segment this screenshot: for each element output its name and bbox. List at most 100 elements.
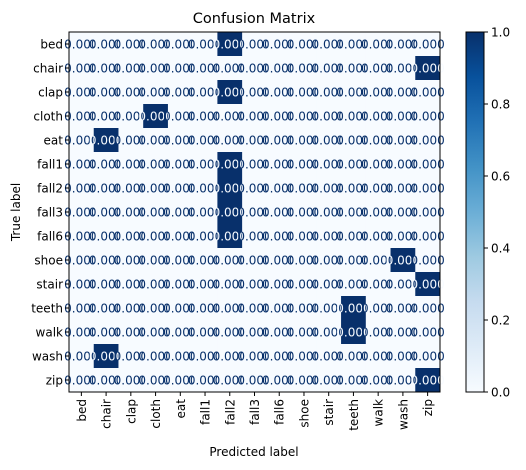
heatmap-cell	[316, 200, 342, 225]
cell-value-label: 0.000	[163, 110, 197, 124]
cell-value-label: 0.000	[64, 302, 98, 316]
cell-value-label: 0.000	[262, 158, 296, 172]
heatmap-cell	[365, 56, 391, 81]
x-tick-label: teeth	[347, 399, 361, 431]
cell-value-label: 0.000	[312, 62, 346, 76]
heatmap-cell	[390, 200, 416, 225]
heatmap-cell	[365, 176, 391, 201]
heatmap-cell	[217, 152, 243, 177]
heatmap-cell	[167, 104, 194, 129]
cell-value-label: 0.000	[114, 302, 148, 316]
cell-value-label: 0.000	[262, 134, 296, 148]
cell-value-label: 0.000	[213, 134, 247, 148]
heatmap-cell	[167, 56, 194, 81]
cell-value-label: 0.000	[287, 254, 321, 268]
heatmap-cell	[167, 272, 194, 297]
heatmap-cell	[341, 56, 367, 81]
heatmap-cell	[93, 80, 119, 105]
heatmap-cell	[266, 200, 292, 225]
colorbar-tick-label: 1.0	[491, 26, 510, 40]
cell-value-label: 0.000	[188, 86, 222, 100]
cell-value-label: 0.000	[336, 206, 370, 220]
heatmap-cell	[143, 344, 169, 369]
cell-value-label: 0.000	[114, 38, 148, 52]
cell-value-label: 0.000	[188, 62, 222, 76]
heatmap-cell	[415, 368, 441, 393]
heatmap-cell	[242, 296, 268, 321]
cell-value-label: 0.000	[138, 206, 172, 220]
heatmap-cell	[118, 200, 144, 225]
x-tick-label: fall3	[248, 399, 262, 425]
colorbar-tick-label: 0.0	[491, 386, 510, 400]
cell-value-label: 0.000	[138, 350, 172, 364]
heatmap-cell	[69, 296, 95, 321]
heatmap-cell	[217, 224, 243, 249]
colorbar-tick-label: 0.6	[491, 170, 510, 184]
cell-value-label: 0.000	[361, 254, 395, 268]
cell-value-label: 0.000	[138, 38, 172, 52]
heatmap-cell	[242, 152, 268, 177]
heatmap-cell	[69, 200, 95, 225]
cell-value-label: 0.000	[64, 158, 98, 172]
heatmap-cell	[167, 32, 194, 57]
heatmap-cell	[242, 200, 268, 225]
cell-value-label: 0.000	[312, 110, 346, 124]
cell-value-label: 0.000	[188, 206, 222, 220]
cell-value-label: 0.000	[336, 110, 370, 124]
heatmap-cell	[217, 32, 243, 57]
cell-value-label: 0.000	[237, 110, 271, 124]
cell-value-label: 0.000	[386, 182, 420, 196]
heatmap-cell	[390, 104, 416, 129]
cell-value-label: 0.000	[410, 302, 444, 316]
cell-value-label: 0.000	[262, 86, 296, 100]
heatmap-cell	[118, 344, 144, 369]
heatmap-cell	[291, 248, 317, 273]
y-axis-label: True label	[9, 183, 23, 242]
y-tick-label: bed	[40, 38, 63, 52]
cell-value-label: 0.000	[410, 62, 444, 76]
cell-value-label: 0.000	[410, 326, 444, 340]
heatmap-cell	[93, 200, 119, 225]
heatmap-cell	[415, 128, 441, 153]
cell-value-label: 0.000	[262, 206, 296, 220]
heatmap-cell	[390, 296, 416, 321]
heatmap-cell	[118, 56, 144, 81]
heatmap-cell	[192, 248, 218, 273]
heatmap-cell	[93, 176, 119, 201]
x-tick-label: stair	[322, 399, 336, 426]
cell-value-label: 0.000	[163, 86, 197, 100]
heatmap-cell	[341, 32, 367, 57]
cell-value-label: 0.000	[386, 62, 420, 76]
cell-value-label: 0.000	[237, 230, 271, 244]
heatmap-cell	[118, 32, 144, 57]
heatmap-cell	[291, 80, 317, 105]
y-tick-label: shoe	[34, 254, 63, 268]
cell-value-label: 0.000	[361, 134, 395, 148]
cell-value-label: 0.000	[64, 230, 98, 244]
cell-value-label: 0.000	[287, 62, 321, 76]
heatmap-cell	[266, 152, 292, 177]
cell-value-label: 0.000	[237, 278, 271, 292]
heatmap-cell	[143, 56, 169, 81]
heatmap-cell	[167, 296, 194, 321]
cell-value-label: 0.000	[64, 182, 98, 196]
heatmap-cell	[167, 80, 194, 105]
cell-value-label: 0.000	[287, 278, 321, 292]
heatmap-cell	[341, 104, 367, 129]
cell-value-label: 0.000	[312, 182, 346, 196]
heatmap-cell	[217, 200, 243, 225]
heatmap-cell	[341, 200, 367, 225]
cell-value-label: 0.000	[114, 374, 148, 388]
cell-value-label: 0.000	[336, 38, 370, 52]
heatmap-cell	[415, 200, 441, 225]
heatmap-cell	[316, 80, 342, 105]
heatmap-cell	[242, 272, 268, 297]
x-tick-label: cloth	[149, 399, 163, 429]
cell-value-label: 0.000	[410, 110, 444, 124]
cell-value-label: 0.000	[361, 86, 395, 100]
cell-value-label: 0.000	[213, 110, 247, 124]
heatmap-cell	[143, 176, 169, 201]
x-tick-label: zip	[421, 399, 435, 416]
cell-value-label: 0.000	[312, 302, 346, 316]
